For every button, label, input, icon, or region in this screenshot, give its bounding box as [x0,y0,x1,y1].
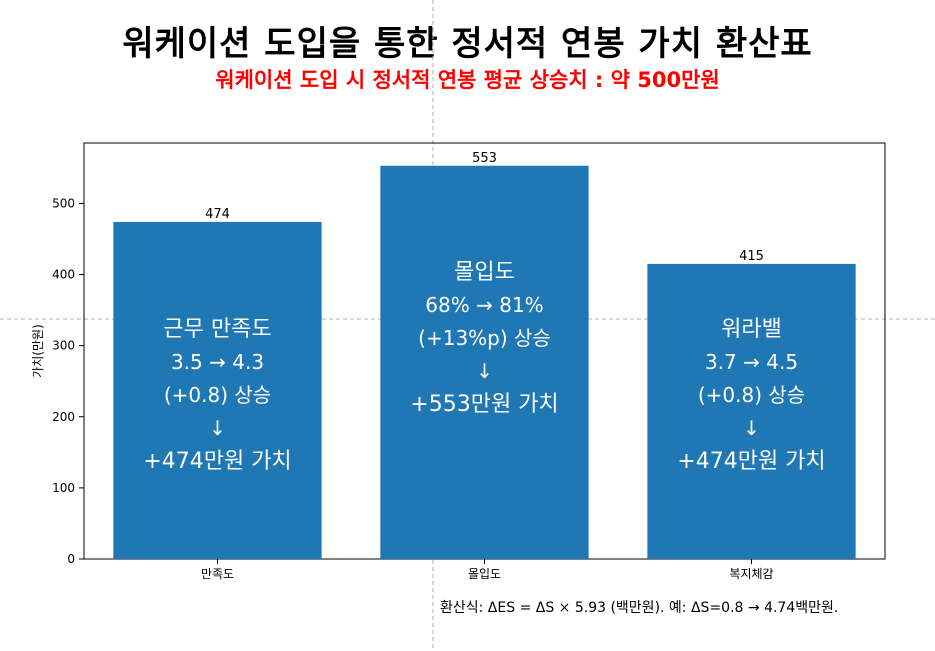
y-tick-label: 0 [67,552,75,566]
bar-annotation-line: ↓ [743,416,760,440]
bar-annotation-line: 3.7 → 4.5 [705,350,798,374]
bar-3 [647,263,856,559]
y-tick-label: 100 [52,481,75,495]
chart-title: 워케이션 도입을 통한 정서적 연봉 가치 환산표 [122,24,813,64]
conversion-formula-note: 환산식: ΔES = ΔS × 5.93 (백만원). 예: ΔS=0.8 → … [440,600,839,616]
bar-annotation-line: (+0.8) 상승 [164,383,271,407]
x-tick-label: 몰입도 [468,567,501,581]
y-tick-label: 500 [52,196,75,210]
bar-annotation-line: +474만원 가치 [143,449,291,474]
x-tick-label: 복지체감 [729,567,773,581]
y-axis-label: 가치(만원) [31,324,45,378]
chart-subtitle: 워케이션 도입 시 정서적 연봉 평균 상승치 : 약 500만원 [215,68,720,92]
bar-2 [380,165,589,559]
bar-annotation-line: ↓ [209,416,226,440]
bar-annotation-line: 워라밸 [721,317,782,342]
bar-annotation-line: (+13%p) 상승 [418,326,551,350]
bar-value-label: 553 [472,151,497,166]
bar-annotation-line: ↓ [476,359,493,383]
bar-annotation-line: 몰입도 [454,260,515,285]
bar-value-label: 415 [739,249,764,264]
y-tick-label: 400 [52,268,75,282]
bar-annotation-line: 3.5 → 4.3 [171,350,264,374]
bar-value-label: 474 [205,207,230,222]
x-tick-label: 만족도 [201,567,234,581]
bar-annotation-line: 68% → 81% [425,293,543,317]
bar-1 [113,221,322,559]
bar-annotation-line: 근무 만족도 [163,317,271,342]
bar-annotation-line: +474만원 가치 [677,449,825,474]
y-tick-label: 200 [52,410,75,424]
y-tick-label: 300 [52,339,75,353]
bar-annotation-line: (+0.8) 상승 [698,383,805,407]
bar-annotation-line: +553만원 가치 [410,392,558,417]
